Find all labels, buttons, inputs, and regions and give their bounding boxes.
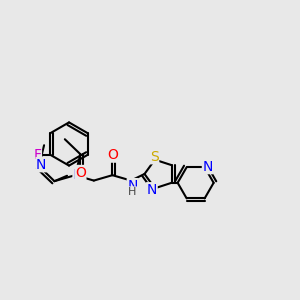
Text: O: O: [107, 148, 118, 162]
Text: S: S: [150, 150, 159, 164]
Text: N: N: [202, 160, 213, 174]
Text: N: N: [147, 183, 157, 197]
Text: N: N: [73, 168, 83, 182]
Text: F: F: [33, 148, 41, 162]
Text: N: N: [127, 179, 138, 193]
Text: N: N: [36, 158, 46, 172]
Text: O: O: [75, 166, 86, 179]
Text: H: H: [128, 187, 137, 197]
